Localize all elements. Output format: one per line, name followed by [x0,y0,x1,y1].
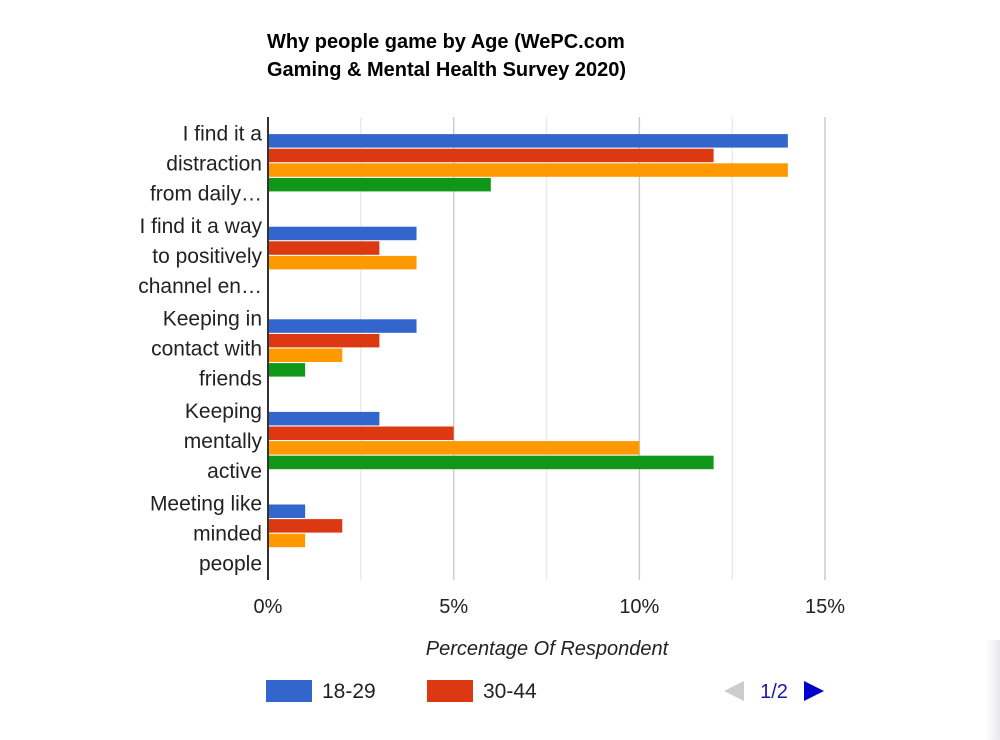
bar[interactable] [268,333,380,348]
bar[interactable] [268,134,788,148]
x-tick-labels: 0% 5% 10% 15% [254,596,846,618]
scroll-shadow [986,640,1000,740]
bar[interactable] [268,163,788,177]
chart-title-line: Why people game by Age (WePC.com [267,31,625,53]
x-tick-label: 10% [619,596,659,618]
legend-next-arrow-icon[interactable] [804,681,824,701]
legend-swatch[interactable] [427,680,473,702]
legend-pager: 1/2 [724,681,824,703]
category-label: friends [199,368,262,391]
bar[interactable] [268,363,306,377]
bar[interactable] [268,533,306,548]
category-label: distraction [166,152,262,175]
category-label: from daily… [150,182,262,205]
category-label: people [199,553,262,576]
chart-title-line: Gaming & Mental Health Survey 2020) [267,59,626,81]
category-label: minded [193,523,262,546]
legend: 18-29 30-44 [266,680,537,703]
bar[interactable] [268,426,454,441]
bars [268,134,788,548]
bar[interactable] [268,177,491,192]
bar[interactable] [268,241,380,255]
legend-prev-arrow-icon[interactable] [724,681,744,701]
bar[interactable] [268,148,714,163]
chart-title: Why people game by Age (WePC.com Gaming &… [267,31,626,81]
bar[interactable] [268,441,640,455]
x-tick-label: 15% [805,596,845,618]
legend-page-indicator: 1/2 [760,681,788,703]
category-labels: I find it a distraction from daily… I find … [138,122,262,575]
category-label: contact with [151,338,262,361]
x-axis-title: Percentage Of Respondent [426,638,670,660]
category-label: Meeting like [150,493,262,516]
category-label: Keeping [185,400,262,423]
category-label: mentally [184,430,263,453]
bar[interactable] [268,255,417,270]
category-label: Keeping in [163,308,262,331]
bar[interactable] [268,348,343,363]
bar[interactable] [268,519,343,533]
legend-label[interactable]: 18-29 [322,680,376,703]
category-label: to positively [152,245,262,268]
category-label: active [207,460,262,483]
bar[interactable] [268,504,306,519]
bar[interactable] [268,226,417,241]
x-tick-label: 0% [254,596,283,618]
legend-swatch[interactable] [266,680,312,702]
bar[interactable] [268,455,714,470]
bar[interactable] [268,411,380,426]
category-label: I find it a way [139,215,262,238]
bar[interactable] [268,319,417,333]
legend-label[interactable]: 30-44 [483,680,537,703]
category-label: channel en… [138,275,262,298]
gridlines [360,117,826,580]
x-tick-label: 5% [439,596,468,618]
category-label: I find it a [183,122,263,145]
